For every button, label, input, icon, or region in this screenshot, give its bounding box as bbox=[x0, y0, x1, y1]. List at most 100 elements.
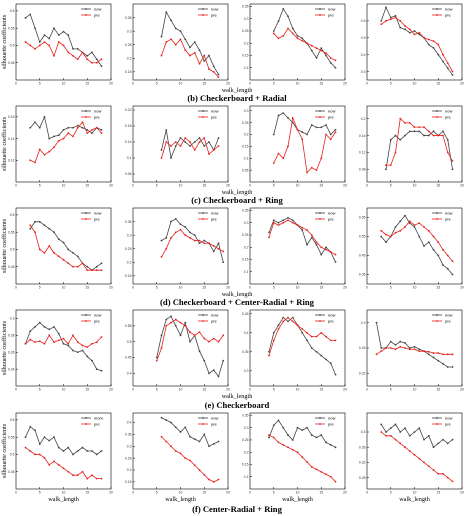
data-point-pre bbox=[320, 331, 323, 334]
series-line-pre bbox=[381, 431, 453, 482]
data-point-pre bbox=[53, 252, 55, 254]
data-point-pre bbox=[198, 331, 201, 334]
data-point-pre bbox=[408, 220, 411, 223]
data-point-pre bbox=[320, 470, 323, 473]
series-line-now bbox=[29, 221, 102, 271]
data-point-pre bbox=[418, 457, 421, 460]
y-tick-label: 0.5 bbox=[10, 248, 15, 252]
data-point-now bbox=[91, 51, 93, 54]
x-tick-label: 0 bbox=[366, 82, 368, 86]
subfigure-caption: (d) Checkerboard + Center-Radial + Ring bbox=[160, 297, 315, 307]
y-tick-label: 0.6 bbox=[361, 19, 366, 23]
legend-marker bbox=[202, 116, 204, 118]
plot-frame bbox=[249, 3, 346, 81]
x-tick-label: 15 bbox=[436, 184, 440, 188]
legend-label: pre bbox=[328, 318, 335, 323]
data-point-now bbox=[208, 445, 210, 448]
data-point-pre bbox=[306, 229, 308, 231]
data-point-pre bbox=[160, 255, 163, 258]
data-point-pre bbox=[277, 328, 280, 330]
x-tick-label: 15 bbox=[436, 286, 440, 290]
data-point-pre bbox=[399, 117, 402, 120]
data-point-now bbox=[72, 126, 74, 129]
data-point-now bbox=[29, 330, 32, 333]
legend-label: now bbox=[445, 312, 452, 317]
data-point-now bbox=[282, 316, 285, 319]
data-point-pre bbox=[277, 152, 280, 155]
x-tick-label: 20 bbox=[109, 82, 113, 86]
y-tick-label: 0.4 bbox=[244, 331, 249, 335]
x-tick-label: 10 bbox=[413, 286, 417, 290]
data-point-now bbox=[43, 115, 46, 118]
data-point-pre bbox=[29, 159, 32, 162]
data-point-now bbox=[160, 35, 163, 38]
data-point-pre bbox=[385, 164, 387, 167]
data-point-now bbox=[100, 128, 103, 131]
data-point-pre bbox=[189, 331, 191, 334]
x-tick-label: 5 bbox=[156, 388, 158, 392]
data-point-now bbox=[427, 241, 430, 244]
x-tick-label: 15 bbox=[319, 184, 323, 188]
x-tick-label: 15 bbox=[319, 388, 323, 392]
data-point-now bbox=[198, 350, 201, 353]
data-point-pre bbox=[160, 157, 163, 159]
data-point-pre bbox=[81, 51, 84, 54]
data-point-pre bbox=[72, 265, 74, 268]
data-point-now bbox=[442, 264, 444, 266]
data-point-now bbox=[165, 236, 168, 239]
data-point-now bbox=[427, 43, 430, 46]
data-point-pre bbox=[174, 231, 177, 234]
y-tick-label: 0.08 bbox=[359, 168, 366, 172]
y-tick-label: 0.3 bbox=[244, 109, 249, 113]
data-point-now bbox=[81, 349, 84, 352]
data-point-pre bbox=[446, 476, 449, 479]
data-point-pre bbox=[446, 353, 449, 356]
legend-marker bbox=[436, 417, 438, 419]
data-point-now bbox=[389, 340, 392, 343]
data-point-now bbox=[301, 331, 304, 334]
data-point-pre bbox=[76, 474, 79, 477]
data-point-mom bbox=[57, 446, 60, 449]
data-point-now bbox=[160, 334, 163, 337]
data-point-pre bbox=[394, 438, 397, 441]
data-point-pre bbox=[389, 347, 392, 349]
x-tick-label: 10 bbox=[62, 82, 66, 86]
data-point-pre bbox=[222, 250, 225, 253]
legend-label: pre bbox=[94, 216, 101, 221]
data-point-pre bbox=[67, 342, 70, 345]
data-point-now bbox=[451, 168, 454, 171]
data-point-pre bbox=[203, 473, 206, 476]
legend-marker bbox=[85, 110, 87, 112]
data-point-now bbox=[76, 48, 79, 50]
y-tick-label: 0.3 bbox=[127, 233, 132, 237]
data-point-pre bbox=[380, 431, 383, 433]
legend-label: now bbox=[211, 6, 218, 11]
data-point-now bbox=[451, 366, 454, 368]
plot-frame bbox=[15, 105, 112, 183]
data-point-now bbox=[399, 220, 402, 223]
data-point-pre bbox=[86, 58, 89, 61]
legend-marker bbox=[319, 423, 321, 425]
data-point-pre bbox=[193, 334, 196, 337]
legend-marker bbox=[436, 218, 438, 220]
data-point-pre bbox=[427, 38, 430, 41]
data-point-pre bbox=[325, 248, 327, 251]
data-point-pre bbox=[208, 68, 210, 71]
data-point-pre bbox=[306, 461, 308, 463]
y-tick-label: 0.35 bbox=[242, 209, 249, 213]
data-point-pre bbox=[91, 269, 93, 272]
y-tick-label: 0.1 bbox=[244, 66, 249, 70]
data-point-now bbox=[170, 421, 172, 424]
y-tick-label: 0.36 bbox=[359, 445, 366, 449]
data-point-now bbox=[287, 15, 289, 18]
data-point-pre bbox=[72, 474, 74, 477]
data-point-now bbox=[57, 332, 60, 335]
data-point-pre bbox=[62, 467, 65, 470]
y-axis-label: silhouette coefficients bbox=[1, 14, 8, 69]
x-tick-label: 20 bbox=[460, 82, 464, 86]
x-tick-label: 0 bbox=[132, 388, 134, 392]
data-point-pre bbox=[380, 23, 383, 26]
data-point-now bbox=[193, 41, 196, 43]
data-point-now bbox=[380, 235, 383, 238]
